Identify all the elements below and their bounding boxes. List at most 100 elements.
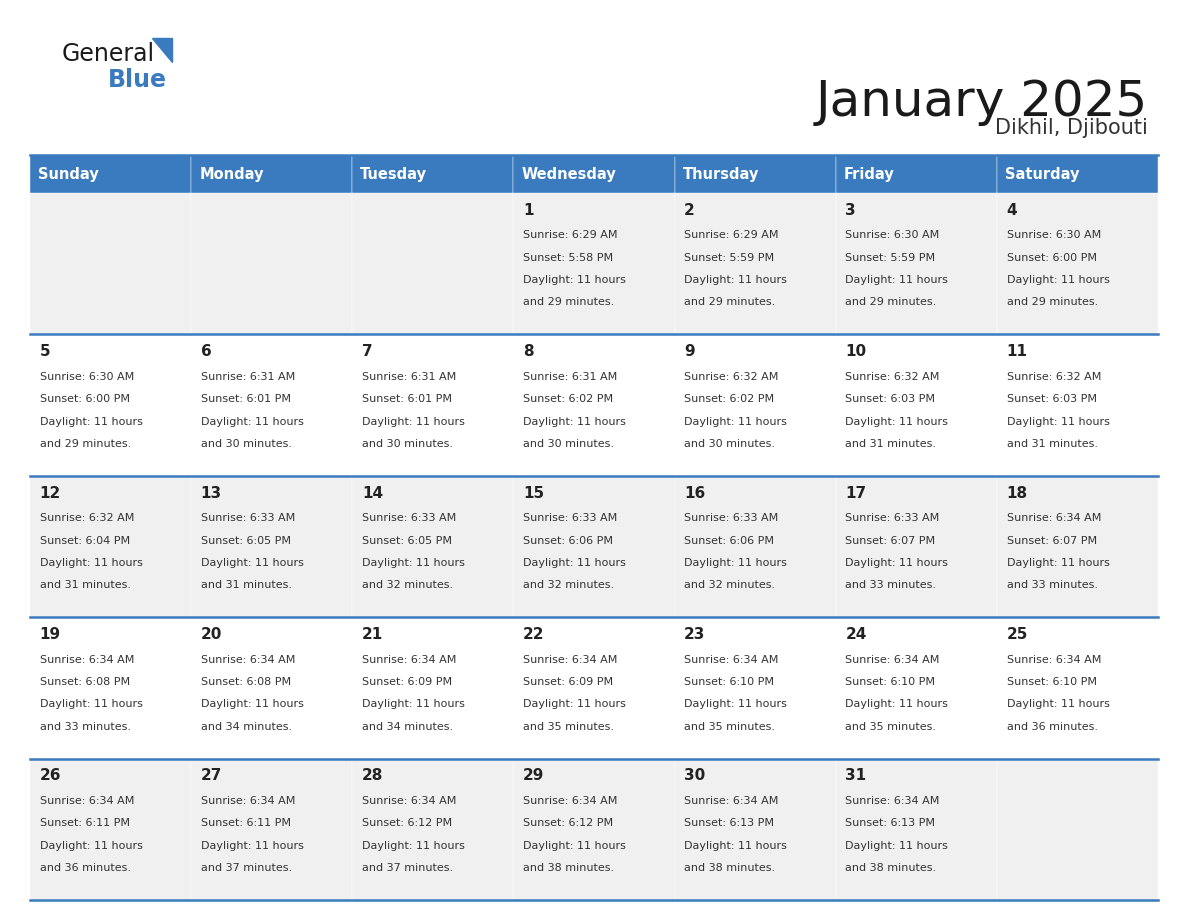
Text: Sunrise: 6:34 AM: Sunrise: 6:34 AM [1006,655,1101,665]
Text: Sunrise: 6:32 AM: Sunrise: 6:32 AM [684,372,778,382]
Text: 4: 4 [1006,203,1017,218]
Text: and 32 minutes.: and 32 minutes. [362,580,453,590]
Bar [353,334,513,476]
Bar [675,193,835,334]
Text: Blue: Blue [108,68,168,92]
Text: Sunrise: 6:34 AM: Sunrise: 6:34 AM [523,796,618,806]
Text: and 30 minutes.: and 30 minutes. [523,439,614,449]
Text: Sunset: 6:02 PM: Sunset: 6:02 PM [523,394,613,404]
Text: 1: 1 [523,203,533,218]
Text: Friday: Friday [843,166,895,182]
Text: 7: 7 [362,344,373,359]
Bar [30,617,191,758]
Text: Daylight: 11 hours: Daylight: 11 hours [1006,558,1110,568]
Text: Sunset: 6:13 PM: Sunset: 6:13 PM [846,819,935,828]
Text: Sunrise: 6:34 AM: Sunrise: 6:34 AM [523,655,618,665]
Text: 13: 13 [201,486,222,500]
Text: and 34 minutes.: and 34 minutes. [201,722,292,732]
Text: 28: 28 [362,768,384,783]
Bar [675,476,835,617]
Text: and 30 minutes.: and 30 minutes. [362,439,453,449]
Text: 24: 24 [846,627,867,642]
Text: Daylight: 11 hours: Daylight: 11 hours [523,700,626,710]
Text: Sunset: 6:13 PM: Sunset: 6:13 PM [684,819,775,828]
Text: Sunset: 6:11 PM: Sunset: 6:11 PM [201,819,291,828]
Text: Sunrise: 6:29 AM: Sunrise: 6:29 AM [684,230,779,241]
Text: Monday: Monday [200,166,264,182]
Bar [191,758,353,900]
Text: Sunday: Sunday [38,166,99,182]
Text: and 32 minutes.: and 32 minutes. [684,580,776,590]
Bar [835,155,997,193]
Text: Daylight: 11 hours: Daylight: 11 hours [684,700,788,710]
Text: 27: 27 [201,768,222,783]
Text: Sunrise: 6:29 AM: Sunrise: 6:29 AM [523,230,618,241]
Bar [191,617,353,758]
Text: Sunrise: 6:32 AM: Sunrise: 6:32 AM [39,513,134,523]
Text: Sunrise: 6:34 AM: Sunrise: 6:34 AM [846,796,940,806]
Bar [30,476,191,617]
Text: Daylight: 11 hours: Daylight: 11 hours [846,275,948,285]
Text: Sunrise: 6:30 AM: Sunrise: 6:30 AM [1006,230,1101,241]
Bar [191,334,353,476]
Bar [513,334,675,476]
Text: 3: 3 [846,203,857,218]
Text: Daylight: 11 hours: Daylight: 11 hours [1006,275,1110,285]
Text: 8: 8 [523,344,533,359]
Text: Daylight: 11 hours: Daylight: 11 hours [684,841,788,851]
Text: Sunset: 6:08 PM: Sunset: 6:08 PM [201,677,291,687]
Bar [353,476,513,617]
Bar [675,758,835,900]
Bar [513,758,675,900]
Text: and 37 minutes.: and 37 minutes. [362,863,453,873]
Text: Sunrise: 6:34 AM: Sunrise: 6:34 AM [201,796,295,806]
Text: 20: 20 [201,627,222,642]
Text: Sunrise: 6:34 AM: Sunrise: 6:34 AM [201,655,295,665]
Text: and 30 minutes.: and 30 minutes. [684,439,776,449]
Text: Sunset: 6:01 PM: Sunset: 6:01 PM [201,394,291,404]
Text: Sunset: 6:00 PM: Sunset: 6:00 PM [39,394,129,404]
Bar [513,617,675,758]
Bar [30,758,191,900]
Text: 25: 25 [1006,627,1028,642]
Text: Sunset: 6:05 PM: Sunset: 6:05 PM [201,535,291,545]
Text: Tuesday: Tuesday [360,166,428,182]
Bar [513,193,675,334]
Text: Sunset: 6:01 PM: Sunset: 6:01 PM [362,394,451,404]
Text: 17: 17 [846,486,866,500]
Bar [835,476,997,617]
Text: Sunrise: 6:33 AM: Sunrise: 6:33 AM [684,513,778,523]
Text: and 29 minutes.: and 29 minutes. [523,297,614,308]
Text: Daylight: 11 hours: Daylight: 11 hours [362,841,465,851]
Bar [835,334,997,476]
Text: and 38 minutes.: and 38 minutes. [684,863,776,873]
Text: 19: 19 [39,627,61,642]
Text: Daylight: 11 hours: Daylight: 11 hours [201,700,304,710]
Text: 2: 2 [684,203,695,218]
Text: Daylight: 11 hours: Daylight: 11 hours [846,841,948,851]
Text: Daylight: 11 hours: Daylight: 11 hours [39,700,143,710]
Text: and 36 minutes.: and 36 minutes. [1006,722,1098,732]
Text: Daylight: 11 hours: Daylight: 11 hours [201,558,304,568]
Text: and 29 minutes.: and 29 minutes. [846,297,936,308]
Text: 6: 6 [201,344,211,359]
Text: Saturday: Saturday [1005,166,1080,182]
Text: Sunrise: 6:33 AM: Sunrise: 6:33 AM [362,513,456,523]
Bar [997,617,1158,758]
Text: and 34 minutes.: and 34 minutes. [362,722,453,732]
Text: Sunset: 6:03 PM: Sunset: 6:03 PM [846,394,935,404]
Bar [997,193,1158,334]
Text: Sunset: 6:04 PM: Sunset: 6:04 PM [39,535,129,545]
Text: Daylight: 11 hours: Daylight: 11 hours [362,417,465,427]
Text: Sunrise: 6:34 AM: Sunrise: 6:34 AM [1006,513,1101,523]
Bar [353,155,513,193]
Text: Sunset: 6:03 PM: Sunset: 6:03 PM [1006,394,1097,404]
Text: Daylight: 11 hours: Daylight: 11 hours [846,558,948,568]
Text: Sunrise: 6:31 AM: Sunrise: 6:31 AM [523,372,618,382]
Text: Sunset: 6:00 PM: Sunset: 6:00 PM [1006,252,1097,263]
Text: Sunset: 6:07 PM: Sunset: 6:07 PM [1006,535,1097,545]
Text: Sunrise: 6:31 AM: Sunrise: 6:31 AM [362,372,456,382]
Bar [997,155,1158,193]
Text: Daylight: 11 hours: Daylight: 11 hours [1006,417,1110,427]
Text: Sunset: 6:09 PM: Sunset: 6:09 PM [362,677,453,687]
